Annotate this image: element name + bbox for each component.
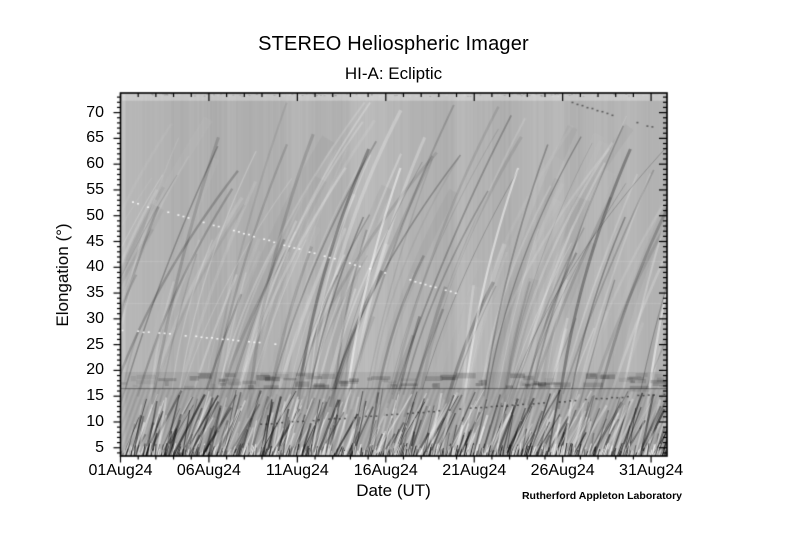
y-tick-label-60: 60 [86, 155, 104, 173]
y-tick-label-50: 50 [86, 206, 104, 224]
y-tick-label-70: 70 [86, 103, 104, 121]
chart-subtitle: HI-A: Ecliptic [344, 64, 443, 83]
y-tick-label-5: 5 [95, 438, 104, 456]
x-tick-label-11Aug24: 11Aug24 [265, 462, 329, 479]
y-tick-label-45: 45 [86, 232, 104, 250]
y-tick-label-55: 55 [86, 180, 104, 198]
y-tick-label-10: 10 [86, 412, 104, 430]
y-tick-label-35: 35 [86, 284, 104, 302]
x-tick-label-21Aug24: 21Aug24 [442, 462, 507, 479]
y-tick-label-65: 65 [86, 129, 104, 147]
x-tick-label-16Aug24: 16Aug24 [353, 462, 418, 479]
x-axis-title: Date (UT) [356, 481, 431, 500]
x-tick-label-01Aug24: 01Aug24 [88, 462, 153, 479]
x-tick-label-31Aug24: 31Aug24 [619, 462, 684, 479]
chart-title: STEREO Heliospheric Imager [258, 33, 529, 55]
y-tick-label-20: 20 [86, 361, 104, 379]
x-tick-label-26Aug24: 26Aug24 [530, 462, 595, 479]
y-tick-label-15: 15 [86, 387, 104, 405]
y-tick-label-40: 40 [86, 258, 104, 276]
y-tick-label-30: 30 [86, 309, 104, 327]
x-tick-label-06Aug24: 06Aug24 [176, 462, 241, 479]
credit-text: Rutherford Appleton Laboratory [521, 490, 682, 502]
y-tick-label-25: 25 [86, 335, 104, 353]
